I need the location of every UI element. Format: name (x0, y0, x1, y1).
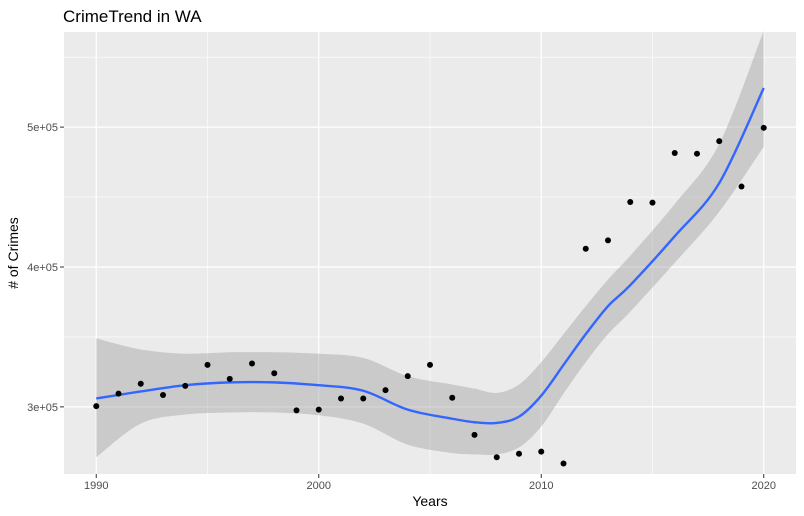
y-axis: 3e+05 4e+05 5e+05 (27, 122, 64, 414)
y-tick-label: 3e+05 (27, 402, 58, 414)
confidence-ribbon (96, 30, 764, 458)
data-point (493, 454, 500, 461)
chart-title: CrimeTrend in WA (63, 7, 202, 26)
data-point (315, 406, 322, 413)
data-point (293, 407, 300, 414)
data-point (115, 390, 122, 397)
data-point (382, 387, 389, 394)
data-point (137, 380, 144, 387)
data-point (404, 373, 411, 380)
minor-gridlines (64, 32, 796, 474)
data-point (760, 124, 767, 131)
y-tick-label: 4e+05 (27, 262, 58, 274)
x-tick-label: 1990 (84, 480, 108, 492)
data-point (649, 199, 656, 206)
data-point (560, 460, 567, 467)
data-point (182, 382, 189, 389)
data-point (226, 375, 233, 382)
loess-line (96, 87, 765, 425)
data-point (738, 183, 745, 190)
data-point (271, 370, 278, 377)
x-axis-title: Years (412, 493, 447, 509)
confidence-band (96, 30, 764, 458)
data-point (627, 198, 634, 205)
data-point (204, 361, 211, 368)
data-point (449, 394, 456, 401)
data-point (427, 361, 433, 368)
x-tick-label: 2020 (751, 480, 775, 492)
y-tick-label: 5e+05 (27, 122, 58, 134)
data-point (716, 138, 723, 145)
y-axis-title: # of Crimes (5, 217, 21, 289)
data-point (360, 395, 367, 402)
data-point (515, 450, 522, 457)
data-point (604, 237, 611, 244)
x-tick-label: 2010 (529, 480, 553, 492)
data-point (160, 391, 167, 398)
data-point (338, 395, 345, 402)
x-axis: 1990 2000 2010 2020 (84, 474, 776, 492)
data-point (471, 431, 478, 438)
major-gridlines (64, 32, 796, 474)
data-point (582, 245, 589, 252)
data-point (538, 448, 545, 455)
data-point (249, 360, 256, 367)
data-point (93, 403, 100, 410)
smooth-trend-line (96, 87, 765, 425)
x-tick-label: 2000 (307, 480, 331, 492)
data-point (693, 150, 700, 157)
data-points (93, 124, 767, 467)
data-point (671, 149, 678, 156)
